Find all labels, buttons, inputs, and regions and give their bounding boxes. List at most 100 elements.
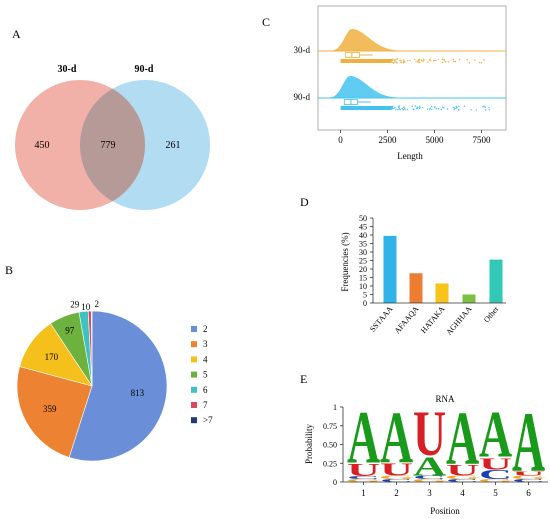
raincloud-point-30-d (419, 61, 421, 64)
bar-ytick-label-35: 35 (359, 240, 367, 249)
venn-count-intersection: 779 (101, 140, 116, 151)
pie-slice-label-3: 170 (45, 352, 59, 362)
raincloud-point-30-d (428, 59, 430, 61)
raincloud-point-30-d (474, 59, 476, 61)
logo-xtick-label-3: 3 (427, 488, 432, 498)
raincloud-point-30-d (478, 61, 481, 64)
raincloud-point-90-d (413, 108, 415, 111)
logo-letter-a-pos6: A (512, 395, 545, 490)
raincloud-point-90-d (458, 109, 460, 111)
logo-x-axis-label: Position (430, 506, 460, 516)
raincloud-point-30-d (392, 62, 395, 64)
pie-slice-label-7: 2 (94, 299, 99, 309)
logo-letter-c-pos4: C (446, 479, 479, 483)
logo-letter-g-pos5: G (478, 479, 514, 483)
raincloud-point-90-d (398, 107, 400, 109)
logo-letter-u-pos3: U (413, 398, 446, 470)
pie-legend-swatch-2 (191, 341, 197, 348)
raincloud-point-90-d (394, 107, 396, 109)
raincloud-point-30-d (441, 58, 443, 60)
raincloud-x-axis-label: Length (397, 151, 423, 161)
raincloud-point-90-d (470, 109, 472, 111)
logo-ytick-label-2: 0.50 (323, 441, 337, 450)
pie-legend: 2 3 4 5 6 7 >7 (191, 324, 213, 425)
raincloud-point-90-d (422, 107, 424, 109)
bar-category-label-other: Other (482, 304, 501, 324)
bar-sstaaa (383, 235, 397, 303)
raincloud-point-30-d (400, 59, 402, 61)
raincloud-point-90-d (404, 107, 406, 110)
pie-slice-label-6: 10 (81, 302, 91, 312)
pie-slice-label-4: 97 (65, 325, 75, 335)
bar-afaaqa (409, 273, 423, 303)
logo-ytick-label-3: 0.75 (323, 422, 337, 431)
raincloud-point-90-d (401, 108, 403, 110)
venn-diagram: 30-d 90-d 450 779 261 (15, 64, 210, 210)
raincloud-point-30-d (403, 61, 406, 63)
logo-letter-g-pos3: G (412, 479, 448, 483)
pie-legend-swatch-1 (191, 326, 197, 332)
raincloud-points-dense-90-d (340, 106, 392, 110)
logo-letter-g-pos6: G (511, 475, 547, 481)
venn-overlap (79, 88, 146, 202)
logo-ytick-label-1: 0.25 (323, 459, 337, 468)
pie-legend-label-1: 2 (203, 324, 208, 334)
raincloud-point-90-d (390, 108, 393, 111)
logo-letter-a-pos2: A (380, 397, 413, 479)
raincloud-group-label-30-d: 30-d (294, 45, 311, 55)
raincloud-point-30-d (429, 58, 431, 60)
raincloud-point-90-d (427, 108, 429, 110)
raincloud-point-30-d (395, 61, 397, 63)
raincloud-point-30-d (415, 60, 417, 62)
raincloud-point-90-d (390, 106, 393, 109)
raincloud-point-90-d (429, 107, 431, 110)
raincloud-point-90-d (483, 105, 485, 108)
raincloud-point-30-d (390, 61, 393, 63)
raincloud-point-30-d (402, 62, 404, 64)
raincloud-plot: 0 2500 5000 7500 Length 30-d 90-d (294, 5, 507, 161)
pie-slice-7 (91, 310, 93, 387)
raincloud-point-30-d (430, 60, 432, 62)
raincloud-point-90-d (418, 107, 421, 110)
pie-legend-swatch-7 (191, 417, 197, 424)
raincloud-density-90-d (318, 76, 506, 98)
raincloud-point-30-d (452, 58, 454, 61)
raincloud-point-30-d (400, 61, 402, 63)
pie-legend-label-7: >7 (203, 415, 213, 425)
raincloud-point-30-d (407, 59, 409, 62)
raincloud-group-label-90-d: 90-d (294, 92, 311, 102)
raincloud-point-30-d (418, 60, 420, 62)
panel-label-e: E (300, 372, 307, 386)
bar-hataka (435, 283, 449, 303)
logo-letter-u-pos2: U (380, 459, 413, 479)
raincloud-point-90-d (455, 105, 457, 108)
logo-xtick-label-4: 4 (460, 488, 465, 498)
raincloud-point-30-d (403, 60, 405, 62)
raincloud-point-90-d (484, 106, 486, 108)
pie-slice-label-1: 813 (131, 388, 145, 398)
raincloud-point-30-d (480, 62, 483, 64)
raincloud-point-30-d (392, 58, 394, 60)
raincloud-point-90-d (403, 106, 405, 108)
bar-category-label-hataka: HATAKA (419, 304, 447, 335)
raincloud-point-30-d (422, 60, 424, 62)
pie-legend-label-4: 5 (203, 370, 208, 380)
bar-ytick-label-10: 10 (359, 282, 367, 291)
bar-category-label-aghhaa: AGHHAA (444, 304, 473, 337)
raincloud-point-30-d (441, 61, 444, 64)
bar-category-label-afaaqa: AFAAQA (393, 304, 421, 335)
bar-y-axis-label: Frequencies (%) (340, 232, 350, 291)
logo-ytick-label-4: 1 (333, 403, 337, 412)
raincloud-point-90-d (399, 108, 401, 111)
raincloud-point-90-d (434, 107, 436, 109)
bar-aghhaa (462, 294, 476, 303)
logo-letter-a-pos3: A (413, 451, 446, 481)
raincloud-plot-area (317, 5, 507, 131)
pie-slice-2 (16, 366, 93, 458)
raincloud-point-30-d (454, 60, 457, 63)
raincloud-point-90-d (419, 105, 421, 107)
logo-letter-c-pos2: C (380, 479, 413, 483)
raincloud-point-90-d (488, 109, 490, 111)
bar-category-label-sstaaa: SSTAAA (368, 304, 395, 333)
